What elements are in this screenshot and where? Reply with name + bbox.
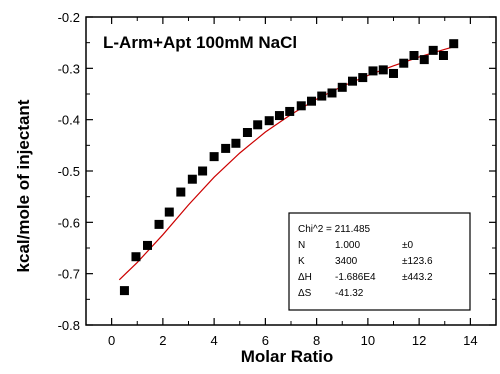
- data-point: [119, 286, 129, 296]
- data-point: [264, 116, 274, 126]
- data-point: [348, 76, 357, 86]
- fit-box-cell: ΔH: [298, 272, 312, 283]
- x-tick-label: 4: [211, 333, 218, 348]
- data-point: [296, 101, 306, 111]
- data-point: [337, 82, 347, 92]
- x-tick-label: 8: [313, 333, 320, 348]
- data-point: [187, 174, 197, 184]
- data-point: [198, 166, 208, 176]
- data-point: [242, 128, 252, 137]
- y-tick-label: -0.2: [58, 10, 80, 25]
- axis-ticks: [85, 16, 497, 326]
- x-tick-label: 12: [412, 333, 426, 348]
- data-point: [449, 39, 459, 49]
- y-axis-title: kcal/mole of injectant: [14, 99, 33, 272]
- y-tick-label: -0.8: [58, 318, 80, 333]
- fit-box-cell: 1.000: [335, 240, 360, 251]
- data-point: [285, 106, 295, 116]
- fit-parameters-box: Chi^2 = 211.485 N 1.000 ±0 K 3400 ±123.6 ΔH -1.6…: [288, 212, 471, 311]
- y-tick-label: -0.7: [58, 267, 80, 282]
- data-point: [358, 73, 368, 83]
- fit-box-cell: ΔS: [298, 288, 312, 299]
- data-point: [399, 58, 409, 68]
- data-point: [231, 138, 241, 148]
- data-point: [409, 51, 419, 60]
- fit-box-cell: -1.686E4: [335, 272, 376, 283]
- x-tick-label: 0: [108, 333, 115, 348]
- data-point: [131, 252, 141, 262]
- fit-box-cell: N: [298, 240, 305, 251]
- data-point: [143, 240, 152, 250]
- data-point: [378, 65, 388, 75]
- y-tick-label: -0.4: [58, 113, 80, 128]
- data-point: [307, 96, 316, 106]
- x-tick-label: 6: [262, 333, 269, 348]
- data-point: [164, 207, 174, 217]
- x-tick-label: 10: [361, 333, 375, 348]
- data-point: [274, 111, 284, 121]
- data-points: [119, 39, 459, 296]
- data-point: [154, 219, 164, 229]
- chart-title: L-Arm+Apt 100mM NaCl: [103, 33, 297, 52]
- data-point: [389, 68, 398, 78]
- fit-box-cell: -41.32: [335, 288, 364, 299]
- fit-box-cell: Chi^2 = 211.485: [298, 224, 370, 235]
- data-point: [317, 91, 327, 101]
- fit-box-frame: [288, 212, 471, 311]
- tick-labels: 0 2 4 6 8 10 12 14 -0.8 -0.7 -0.6 -0.5 -0.4 -0.3 -0.2: [58, 10, 478, 348]
- fit-box-cell: K: [298, 256, 305, 267]
- data-point: [221, 143, 231, 153]
- y-tick-label: -0.6: [58, 215, 80, 230]
- data-point: [428, 45, 438, 55]
- fit-box-cell: ±0: [402, 240, 413, 251]
- x-axis-title: Molar Ratio: [241, 347, 334, 366]
- data-point: [438, 51, 448, 60]
- data-point: [253, 120, 263, 130]
- y-tick-label: -0.3: [58, 61, 80, 76]
- data-point: [419, 55, 429, 65]
- fit-box-cell: 3400: [335, 256, 358, 267]
- fit-box-cell: ±123.6: [402, 256, 433, 267]
- x-tick-label: 14: [463, 333, 477, 348]
- data-point: [368, 66, 378, 76]
- fit-box-cell: ±443.2: [402, 272, 433, 283]
- data-point: [327, 88, 337, 98]
- data-point: [176, 187, 186, 197]
- data-point: [209, 152, 219, 162]
- x-tick-label: 2: [159, 333, 166, 348]
- y-tick-label: -0.5: [58, 164, 80, 179]
